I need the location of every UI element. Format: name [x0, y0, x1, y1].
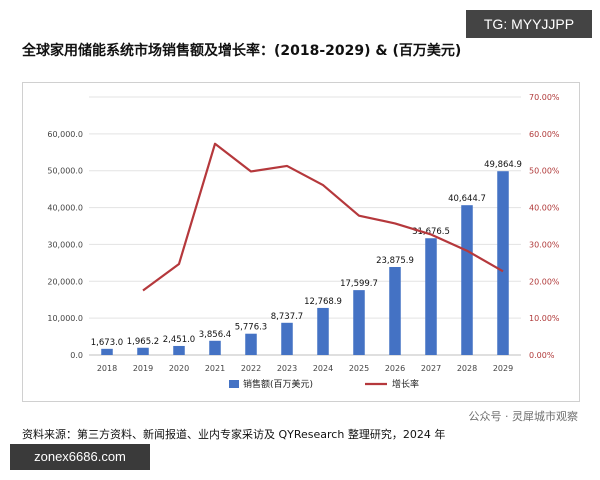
bar-data-label: 23,875.9 [376, 256, 414, 266]
bar-series [101, 171, 509, 355]
gridlines [89, 96, 521, 356]
bar-data-label: 3,856.4 [199, 330, 231, 340]
x-tick-label: 2026 [385, 364, 405, 373]
right-tick-label: 50.00% [529, 167, 560, 176]
left-tick-label: 0.0 [70, 351, 83, 360]
bar [209, 340, 221, 355]
bar-data-label: 1,673.0 [91, 338, 123, 348]
bar-data-label: 40,644.7 [448, 194, 486, 204]
legend: 销售额(百万美元) 增长率 [229, 378, 419, 390]
left-tick-label: 20,000.0 [47, 277, 83, 286]
bar [281, 322, 293, 355]
x-tick-label: 2024 [313, 364, 333, 373]
right-tick-label: 0.00% [529, 351, 555, 360]
bar [101, 348, 113, 355]
right-tick-label: 20.00% [529, 277, 560, 286]
legend-label-sales: 销售额(百万美元) [243, 378, 313, 390]
bar [389, 267, 401, 355]
bar [425, 238, 437, 355]
legend-label-growth: 增长率 [392, 378, 419, 390]
x-tick-label: 2023 [277, 364, 297, 373]
right-tick-label: 60.00% [529, 130, 560, 139]
bar [317, 307, 329, 355]
right-tick-label: 40.00% [529, 204, 560, 213]
watermark-bottom: zonex6686.com [10, 444, 150, 470]
left-tick-label: 40,000.0 [47, 204, 83, 213]
left-tick-label: 50,000.0 [47, 167, 83, 176]
bar [461, 205, 473, 355]
bar-data-label: 49,864.9 [484, 160, 522, 170]
brand-watermark: 公众号 · 灵犀城市观察 [468, 410, 579, 423]
right-tick-label: 30.00% [529, 240, 560, 249]
bar [137, 347, 149, 355]
chart-frame: 0.0 10,000.0 20,000.0 30,000.0 40,000.0 50,00… [22, 82, 580, 402]
bar [173, 345, 185, 355]
chart-title: 全球家用储能系统市场销售额及增长率：(2018-2029) & (百万美元) [22, 43, 462, 59]
x-tick-label: 2027 [421, 364, 441, 373]
bar-data-label: 12,768.9 [304, 297, 342, 307]
x-tick-label: 2028 [457, 364, 477, 373]
bar [245, 333, 257, 355]
bar [353, 290, 365, 355]
bar-data-label: 5,776.3 [235, 323, 267, 333]
left-tick-label: 10,000.0 [47, 314, 83, 323]
left-tick-label: 30,000.0 [47, 240, 83, 249]
growth-line [142, 142, 504, 292]
x-axis-ticks: 2018 2019 2020 2021 2022 2023 2024 2025 2026 2027… [97, 364, 513, 373]
bar-data-label: 1,965.2 [127, 337, 159, 347]
left-tick-label: 60,000.0 [47, 130, 83, 139]
x-tick-label: 2019 [133, 364, 153, 373]
right-tick-label: 10.00% [529, 314, 560, 323]
source-note: 资料来源：第三方资料、新闻报道、业内专家采访及 QYResearch 整理研究，… [22, 428, 446, 441]
bar-data-labels: 1,673.0 1,965.2 2,451.0 3,856.4 5,776.3 8,737… [91, 160, 522, 348]
x-tick-label: 2020 [169, 364, 189, 373]
x-tick-label: 2025 [349, 364, 369, 373]
x-tick-label: 2021 [205, 364, 225, 373]
chart-svg: 0.0 10,000.0 20,000.0 30,000.0 40,000.0 50,00… [47, 93, 560, 390]
legend-swatch-bar [229, 380, 239, 388]
x-tick-label: 2022 [241, 364, 261, 373]
x-tick-label: 2029 [493, 364, 513, 373]
bar-data-label: 17,599.7 [340, 279, 378, 289]
bar-data-label: 2,451.0 [163, 335, 195, 345]
right-axis-ticks: 0.00% 10.00% 20.00% 30.00% 40.00% 50.00% 60.00… [529, 93, 560, 360]
left-axis-ticks: 0.0 10,000.0 20,000.0 30,000.0 40,000.0 50,00… [47, 130, 83, 360]
right-tick-label: 70.00% [529, 93, 560, 102]
bar-data-label: 8,737.7 [271, 312, 303, 322]
line-series [142, 142, 504, 292]
x-tick-label: 2018 [97, 364, 117, 373]
bar [497, 171, 509, 355]
watermark-top: TG: MYYJJPP [466, 10, 592, 38]
bar-data-label: 31,676.5 [412, 227, 450, 237]
